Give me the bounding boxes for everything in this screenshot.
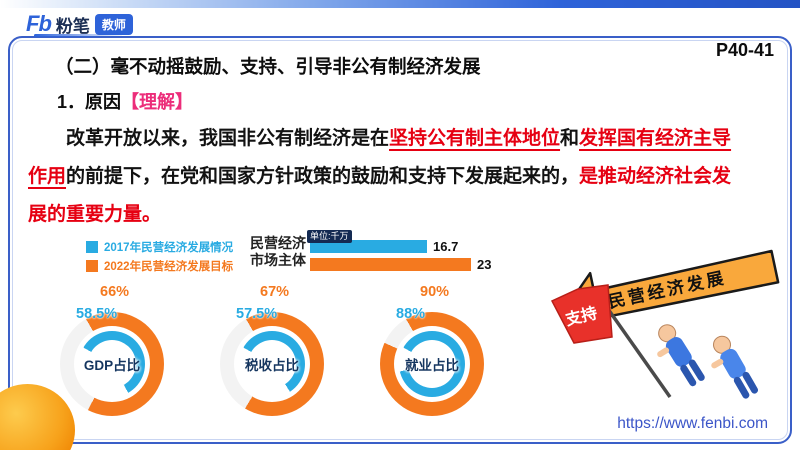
legend-label: 2017年民营经济发展情况 — [104, 241, 234, 254]
bar-value: 23 — [477, 256, 492, 272]
bar-chart: 16.7 23 — [310, 239, 491, 275]
paragraph-segment: 发挥国有经济主导作用 — [28, 128, 732, 187]
donut-chart: 66% 58.5% GDP占比 — [46, 284, 204, 442]
donut-chart: 90% 88% 就业占比 — [366, 284, 524, 442]
donut-target-percent: 90% — [420, 284, 450, 300]
person-icon — [657, 324, 705, 387]
illustration: 民营经济发展 支持 — [550, 243, 790, 413]
logo-underline-swoosh — [34, 34, 122, 37]
bar — [310, 257, 471, 271]
donut-rings — [220, 312, 324, 416]
legend-item: 2017年民营经济发展情况 — [86, 237, 233, 256]
person-leg — [688, 359, 705, 381]
logo-brand-name: 粉笔 — [55, 16, 90, 36]
bar-chart-title-line: 市场主体 — [250, 252, 306, 268]
illustration-svg: 民营经济发展 支持 — [550, 249, 780, 399]
donut-center — [88, 340, 136, 388]
unit-badge: 单位:千万 — [307, 230, 352, 243]
legend-swatch — [86, 240, 98, 253]
content-frame: （二）毫不动摇鼓励、支持、引导非公有制经济发展 1．原因【理解】 改革开放以来，… — [8, 36, 792, 444]
logo-teacher-badge: 教师 — [94, 13, 133, 35]
flag-pole — [606, 307, 672, 399]
donut-center — [408, 340, 456, 388]
paragraph-segment: 坚持公有制主体地位 — [389, 128, 561, 149]
subsection-heading: 1．原因【理解】 — [57, 88, 193, 114]
donut-rings — [60, 312, 164, 416]
bar-row: 23 — [310, 256, 492, 272]
donut-label: GDP占比 — [83, 358, 141, 373]
person-icon — [711, 335, 759, 399]
donut-rings — [380, 312, 484, 416]
donut-label: 就业占比 — [405, 358, 459, 373]
legend-item: 2022年民营经济发展目标 — [86, 256, 233, 275]
subsection-number: 1．原因 — [57, 92, 122, 112]
understand-tag: 【理解】 — [121, 92, 194, 112]
person-leg — [742, 371, 759, 394]
chart-legend: 2017年民营经济发展情况 2022年民营经济发展目标 — [86, 237, 233, 275]
legend-label: 2022年民营经济发展目标 — [104, 260, 234, 273]
donut-actual-percent: 57.5% — [236, 306, 278, 322]
paragraph-segment: 是推动经济社会发展的重要力量。 — [28, 166, 732, 225]
person-body — [720, 348, 746, 379]
paragraph-segment: 和 — [560, 128, 580, 149]
top-gradient-bar — [0, 0, 800, 8]
flag-icon — [550, 284, 613, 344]
person-arm — [657, 347, 670, 358]
person-leg — [680, 364, 697, 387]
body-paragraph: 改革开放以来，我国非公有制经济是在坚持公有制主体地位和发挥国有经济主导作用的前提… — [28, 120, 736, 234]
person-leg — [733, 376, 750, 399]
bar-value: 16.7 — [433, 238, 459, 254]
bar-chart-title: 民营经济 市场主体 — [250, 235, 306, 269]
donut-label: 税收占比 — [245, 358, 299, 373]
donut-actual-percent: 88% — [396, 306, 426, 322]
brand-logo: Fb 粉笔 教师 — [26, 11, 133, 37]
person-arm — [711, 358, 724, 369]
donut-charts: 66% 58.5% GDP占比 67% 57.5% 税收占比 90% 88% 就业占比 — [38, 284, 558, 442]
section-title: （二）毫不动摇鼓励、支持、引导非公有制经济发展 — [55, 56, 481, 77]
person-body — [665, 337, 692, 367]
paragraph-segment: 改革开放以来，我国非公有制经济是在 — [66, 128, 390, 149]
logo-fb-mark: Fb — [26, 11, 52, 36]
legend-swatch — [86, 259, 98, 272]
donut-center — [248, 340, 296, 388]
bar-chart-title-line: 民营经济 — [250, 235, 306, 251]
paragraph-segment: 的前提下，在党和国家方针政策的鼓励和支持下发展起来的， — [66, 166, 580, 187]
donut-actual-percent: 58.5% — [76, 306, 118, 322]
donut-chart: 67% 57.5% 税收占比 — [206, 284, 364, 442]
footer-url[interactable]: https://www.fenbi.com — [617, 415, 768, 432]
footer-url-row: https://www.fenbi.com — [611, 415, 768, 433]
donut-target-percent: 67% — [260, 284, 290, 300]
donut-target-percent: 66% — [100, 284, 130, 300]
page-reference: P40-41 — [715, 40, 774, 60]
